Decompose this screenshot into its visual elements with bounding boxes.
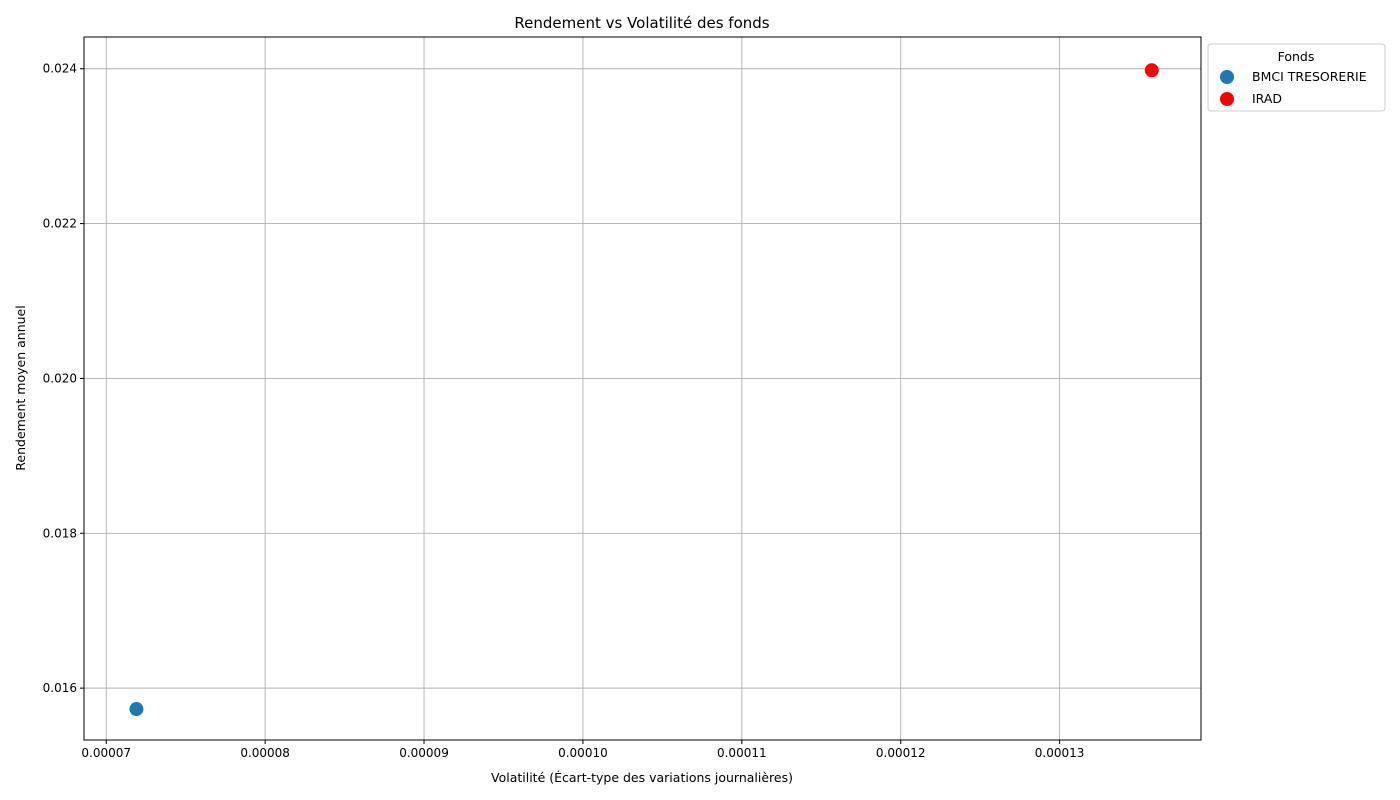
- x-tick-label: 0.00007: [81, 746, 131, 760]
- legend-items: BMCI TRESORERIE IRAD: [1220, 69, 1367, 106]
- legend-label: BMCI TRESORERIE: [1252, 69, 1367, 84]
- plot-area: [83, 36, 1202, 741]
- data-point-1: [129, 702, 144, 717]
- chart-title: Rendement vs Volatilité des fonds: [514, 14, 769, 32]
- data-point-2: [1144, 63, 1159, 78]
- x-tick-label: 0.00012: [876, 746, 926, 760]
- x-tick-label: 0.00008: [240, 746, 290, 760]
- legend: Fonds BMCI TRESORERIE IRAD: [1207, 43, 1386, 112]
- y-tick-label: 0.020: [43, 371, 77, 385]
- legend-marker: [1220, 92, 1234, 106]
- y-tick-label: 0.016: [43, 681, 77, 695]
- data-points: [129, 63, 1159, 717]
- legend-box: [1207, 43, 1386, 112]
- grid: [84, 37, 1201, 740]
- x-tick-label: 0.00011: [717, 746, 767, 760]
- x-tick-label: 0.00013: [1035, 746, 1085, 760]
- x-tick-label: 0.00010: [558, 746, 608, 760]
- legend-marker: [1220, 70, 1234, 84]
- legend-title: Fonds: [1278, 49, 1315, 64]
- y-tick-label: 0.024: [43, 62, 77, 76]
- axis-ticks: 0.00007 0.00008 0.00009 0.00010 0.00011 0.000…: [43, 62, 1085, 760]
- y-axis-label: Rendement moyen annuel: [13, 305, 28, 470]
- y-tick-label: 0.018: [43, 526, 77, 540]
- y-tick-label: 0.022: [43, 217, 77, 231]
- x-tick-label: 0.00009: [399, 746, 449, 760]
- legend-label: IRAD: [1252, 91, 1282, 106]
- x-axis-label: Volatilité (Écart-type des variations jo…: [491, 770, 793, 785]
